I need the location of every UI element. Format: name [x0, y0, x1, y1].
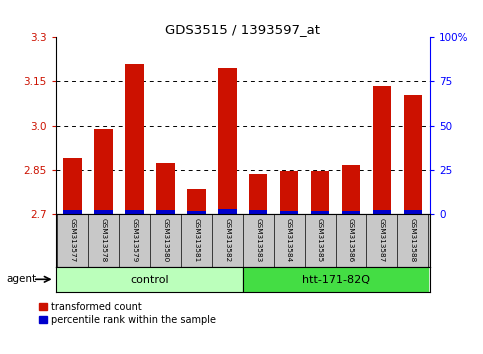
Bar — [125, 64, 144, 214]
Text: GSM313579: GSM313579 — [131, 218, 138, 263]
Text: GSM313581: GSM313581 — [193, 218, 199, 263]
Bar — [341, 211, 360, 214]
Text: GSM313583: GSM313583 — [255, 218, 261, 263]
Bar — [218, 68, 237, 214]
Bar — [311, 171, 329, 214]
Bar — [249, 175, 268, 214]
Bar — [311, 211, 329, 214]
Bar — [187, 189, 206, 214]
Bar — [249, 210, 268, 214]
Bar — [341, 165, 360, 214]
Bar — [280, 171, 298, 214]
Title: GDS3515 / 1393597_at: GDS3515 / 1393597_at — [165, 23, 320, 36]
Text: GSM313580: GSM313580 — [162, 218, 169, 263]
Text: GSM313577: GSM313577 — [70, 218, 75, 263]
Text: htt-171-82Q: htt-171-82Q — [301, 275, 369, 285]
Text: GSM313587: GSM313587 — [379, 218, 385, 263]
Bar — [280, 211, 298, 214]
Bar — [156, 210, 175, 214]
Bar — [373, 210, 391, 214]
Bar — [218, 209, 237, 214]
Bar — [94, 129, 113, 214]
Legend: transformed count, percentile rank within the sample: transformed count, percentile rank withi… — [39, 302, 216, 325]
Bar — [404, 210, 422, 214]
Bar — [94, 210, 113, 214]
Bar — [404, 95, 422, 214]
Text: GSM313586: GSM313586 — [348, 218, 354, 263]
Text: GSM313578: GSM313578 — [100, 218, 106, 263]
Bar — [57, 267, 242, 292]
Text: control: control — [130, 275, 169, 285]
Text: agent: agent — [6, 274, 36, 284]
Text: GSM313584: GSM313584 — [286, 218, 292, 263]
Text: GSM313582: GSM313582 — [224, 218, 230, 263]
Bar — [156, 162, 175, 214]
Bar — [63, 158, 82, 214]
Text: GSM313585: GSM313585 — [317, 218, 323, 263]
Bar — [242, 267, 428, 292]
Bar — [63, 210, 82, 214]
Text: GSM313588: GSM313588 — [410, 218, 416, 263]
Bar — [373, 86, 391, 214]
Bar — [125, 210, 144, 214]
Bar — [187, 211, 206, 214]
